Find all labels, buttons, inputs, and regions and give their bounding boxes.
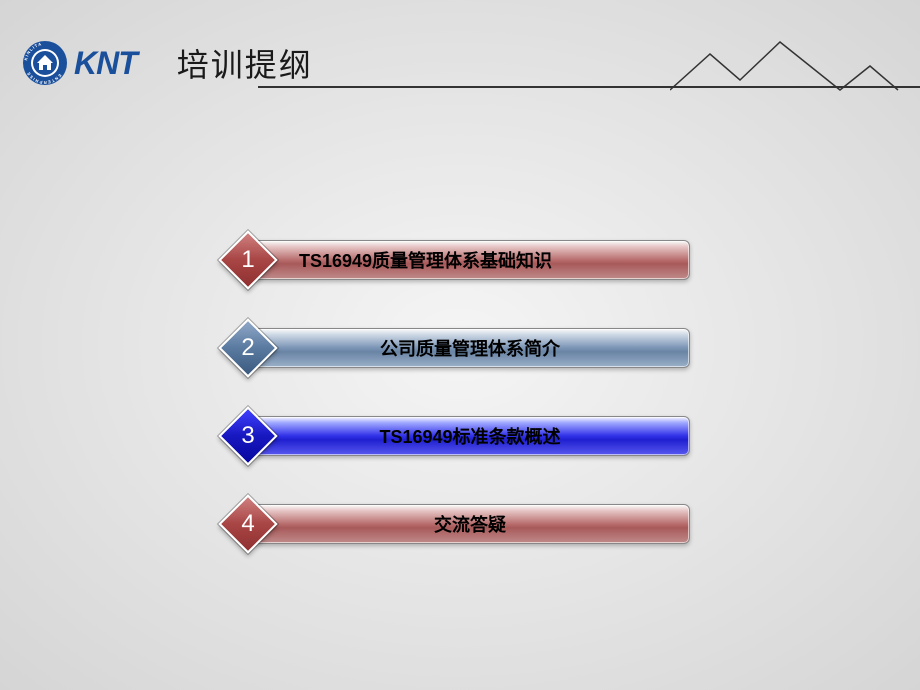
agenda-list: TS16949质量管理体系基础知识 1 公司质量管理体系简介 2 TS16949标准条款…	[218, 240, 698, 544]
agenda-item-bar: 公司质量管理体系简介	[250, 328, 690, 368]
agenda-item-number-badge: 1	[218, 230, 278, 290]
agenda-item-bar: TS16949质量管理体系基础知识	[250, 240, 690, 280]
slide: KINLITA ENTERPRISE KNT 培训提纲 TS16949质量管理体…	[0, 0, 920, 690]
agenda-item-bar: TS16949标准条款概述	[250, 416, 690, 456]
logo-brand-text: KNT	[74, 45, 137, 82]
agenda-item-number: 1	[241, 246, 254, 274]
agenda-item-number: 3	[241, 422, 254, 450]
agenda-item-number: 4	[241, 510, 254, 538]
mountain-decoration-icon	[670, 40, 900, 95]
agenda-item-bar: 交流答疑	[250, 504, 690, 544]
agenda-item: TS16949质量管理体系基础知识 1	[218, 240, 698, 280]
agenda-item-number: 2	[241, 334, 254, 362]
agenda-item-number-badge: 3	[218, 406, 278, 466]
logo: KINLITA ENTERPRISE KNT	[22, 40, 137, 86]
agenda-item: 交流答疑 4	[218, 504, 698, 544]
agenda-item: 公司质量管理体系简介 2	[218, 328, 698, 368]
agenda-item-number-badge: 2	[218, 318, 278, 378]
agenda-item-number-badge: 4	[218, 494, 278, 554]
agenda-item-label: 公司质量管理体系简介	[380, 335, 560, 361]
agenda-item-label: 交流答疑	[434, 511, 506, 537]
mountain-polyline	[670, 42, 898, 90]
logo-emblem-icon: KINLITA ENTERPRISE	[22, 40, 68, 86]
page-title: 培训提纲	[177, 40, 313, 86]
agenda-item-label: TS16949质量管理体系基础知识	[299, 247, 552, 273]
agenda-item: TS16949标准条款概述 3	[218, 416, 698, 456]
agenda-item-label: TS16949标准条款概述	[379, 423, 560, 449]
